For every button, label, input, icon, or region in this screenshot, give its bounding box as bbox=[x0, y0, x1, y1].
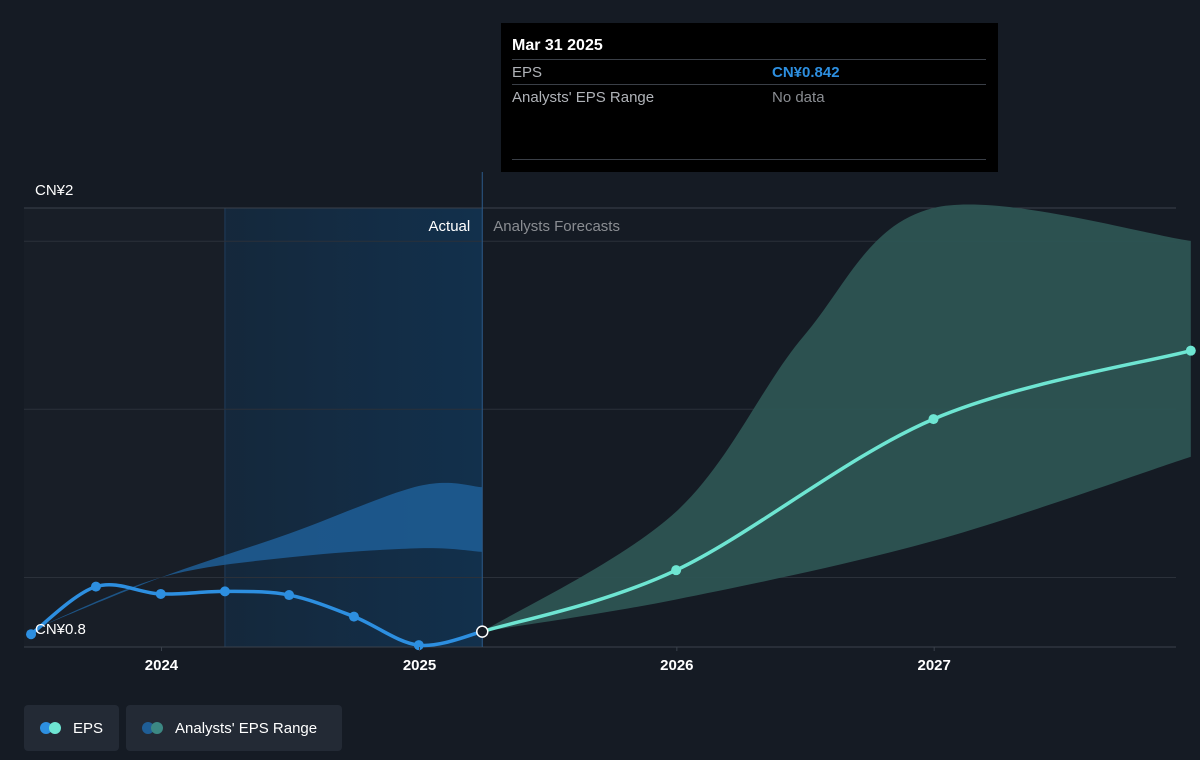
tooltip-row-eps: EPS CN¥0.842 bbox=[512, 59, 986, 85]
y-tick-label: CN¥2 bbox=[35, 182, 73, 199]
eps-actual-point bbox=[413, 640, 424, 651]
eps-actual-point bbox=[155, 588, 166, 599]
tooltip-row-range: Analysts' EPS Range No data bbox=[512, 84, 986, 110]
eps-forecast-point bbox=[671, 565, 682, 576]
actual-eps-range-band bbox=[31, 482, 483, 631]
x-tick-label: 2027 bbox=[917, 657, 950, 674]
actual-region-label: Actual bbox=[429, 218, 471, 235]
legend-eps-label: EPS bbox=[73, 719, 104, 737]
eps-actual-point bbox=[284, 590, 295, 601]
eps-actual-point bbox=[90, 581, 101, 592]
eps-hover-point bbox=[476, 625, 489, 638]
legend-range-button[interactable]: Analysts' EPS Range bbox=[126, 705, 342, 751]
forecast-region-label: Analysts Forecasts bbox=[493, 218, 620, 235]
eps-forecast-line bbox=[480, 348, 1193, 634]
eps-chart: Actual Analysts Forecasts 2024 2025 2026 2027… bbox=[24, 172, 1196, 674]
eps-forecast-point bbox=[928, 414, 939, 425]
two-dot-icon bbox=[142, 722, 164, 734]
hover-tooltip: Mar 31 2025 EPS CN¥0.842 Analysts' EPS R… bbox=[501, 23, 998, 172]
tooltip-eps-value: CN¥0.842 bbox=[772, 64, 840, 81]
x-tick-label: 2024 bbox=[145, 657, 179, 674]
forecast-eps-range-band bbox=[482, 204, 1191, 632]
legend-eps-button[interactable]: EPS bbox=[24, 705, 119, 751]
x-tick-label: 2025 bbox=[403, 657, 436, 674]
eps-actual-point bbox=[26, 629, 37, 640]
tooltip-eps-label: EPS bbox=[512, 64, 543, 81]
tooltip-range-label: Analysts' EPS Range bbox=[512, 89, 655, 106]
legend-range-label: Analysts' EPS Range bbox=[175, 719, 318, 737]
eps-forecast-point bbox=[1185, 345, 1196, 356]
tooltip-divider bbox=[512, 159, 986, 160]
x-tick-label: 2026 bbox=[660, 657, 693, 674]
two-dot-icon bbox=[40, 722, 62, 734]
past-year-highlight bbox=[224, 208, 483, 647]
tooltip-range-value: No data bbox=[772, 89, 825, 106]
tooltip-date: Mar 31 2025 bbox=[512, 37, 603, 54]
y-tick-label: CN¥0.8 bbox=[35, 621, 86, 638]
eps-actual-point bbox=[348, 611, 359, 622]
eps-actual-point bbox=[219, 586, 230, 597]
